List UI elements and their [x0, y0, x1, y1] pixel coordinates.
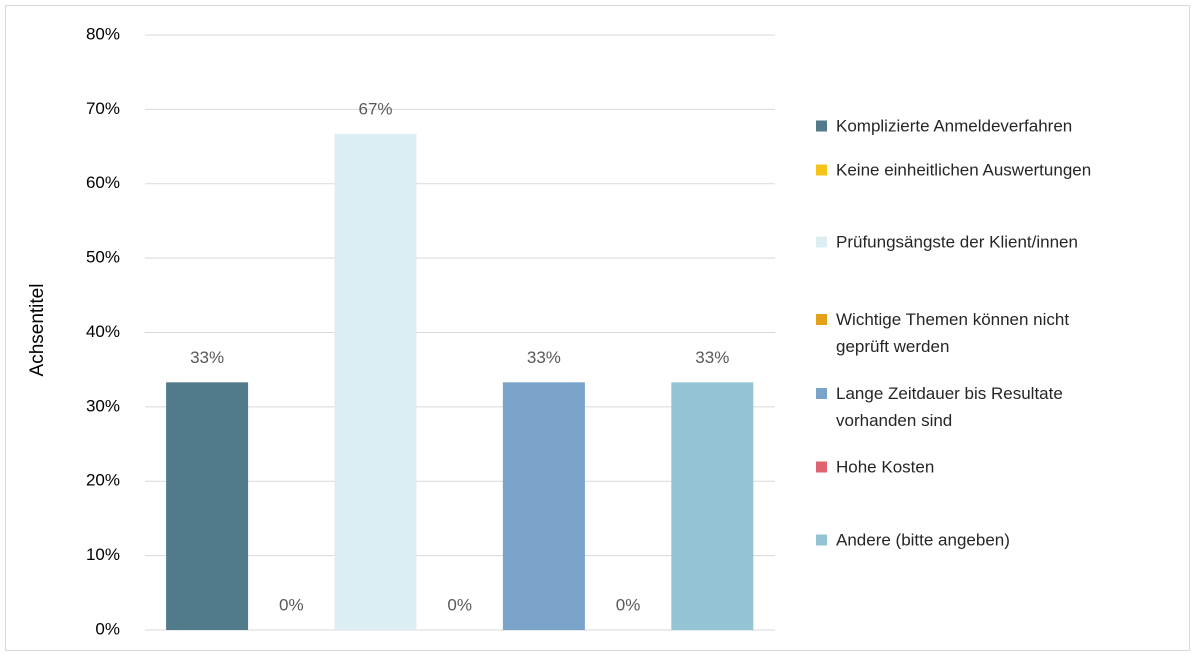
legend-item: Lange Zeitdauer bis Resultate vorhanden … [816, 380, 1116, 434]
y-tick-label: 20% [86, 471, 120, 490]
legend-label: Komplizierte Anmeldeverfahren [836, 116, 1073, 136]
y-tick-label: 50% [86, 248, 120, 267]
legend-label: Prüfungsängste der Klient/innen [836, 232, 1078, 252]
legend-item: Keine einheitlichen Auswertungen [816, 157, 1116, 184]
legend-label: Andere (bitte angeben) [836, 530, 1010, 550]
legend-item: Hohe Kosten [816, 454, 1116, 481]
value-label: 33% [527, 348, 561, 367]
value-label: 0% [279, 595, 304, 614]
legend-item: Prüfungsängste der Klient/innen [816, 229, 1116, 256]
y-tick-label: 30% [86, 396, 120, 415]
legend-item: Komplizierte Anmeldeverfahren [816, 113, 1116, 140]
legend-item: Wichtige Themen können nicht geprüft wer… [816, 306, 1116, 360]
y-tick-label: 10% [86, 545, 120, 564]
legend-label: Lange Zeitdauer bis Resultate vorhanden … [836, 384, 1063, 430]
bar [334, 133, 417, 630]
legend-swatch [816, 388, 827, 399]
y-axis-title: Achsentitel [27, 284, 48, 377]
legend-swatch [816, 461, 827, 473]
y-tick-label: 70% [86, 99, 120, 118]
chart-border [5, 5, 1190, 651]
value-label: 33% [695, 348, 729, 367]
legend-swatch [816, 236, 827, 248]
legend-label: Wichtige Themen können nicht geprüft wer… [836, 310, 1070, 356]
legend-label: Hohe Kosten [836, 457, 935, 477]
value-label: 0% [447, 595, 472, 614]
legend-swatch [816, 314, 827, 325]
y-tick-label: 40% [86, 322, 120, 341]
y-tick-label: 0% [95, 619, 120, 638]
bar [166, 382, 249, 630]
value-label: 67% [358, 99, 392, 118]
y-tick-label: 60% [86, 173, 120, 192]
legend-label: Keine einheitlichen Auswertungen [836, 160, 1092, 180]
bar [502, 382, 585, 630]
value-label: 0% [616, 595, 641, 614]
legend-swatch [816, 534, 827, 546]
y-tick-label: 80% [86, 24, 120, 43]
legend-swatch [816, 164, 827, 176]
legend-swatch [816, 120, 827, 132]
value-label: 33% [190, 348, 224, 367]
bar [671, 382, 754, 630]
legend-item: Andere (bitte angeben) [816, 527, 1116, 554]
